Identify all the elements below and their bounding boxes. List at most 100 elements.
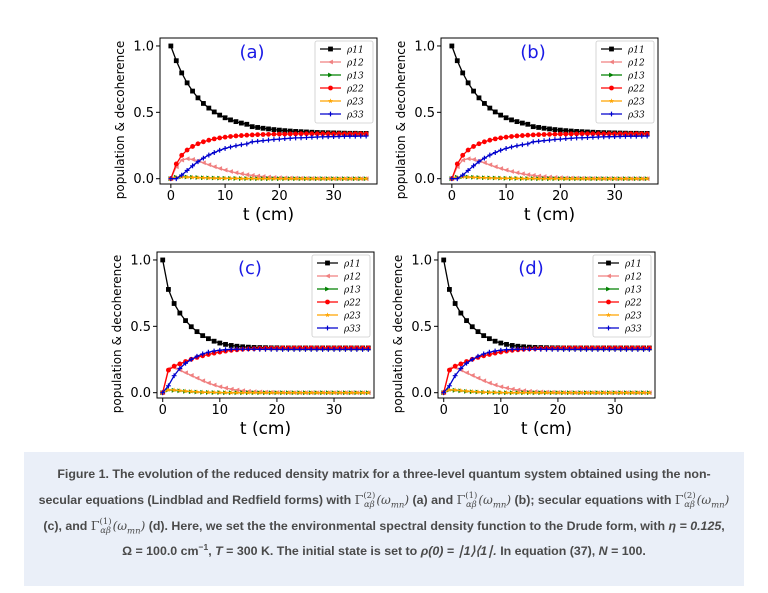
y-axis-label: population & decoherence [113,41,127,199]
data-point [568,176,574,181]
data-point [251,346,257,352]
data-point [303,176,309,181]
data-point [285,390,291,395]
data-point [303,347,308,352]
data-point [171,373,177,379]
data-point [260,138,266,143]
data-point [217,175,223,181]
data-point [228,386,234,392]
data-point [354,347,360,352]
data-point [515,346,521,352]
data-point [249,132,255,138]
data-point [476,95,482,101]
legend-marker [328,59,333,65]
data-point [166,287,171,292]
data-point [266,126,271,132]
data-point [245,346,251,352]
data-point [249,175,255,181]
data-point [568,128,574,134]
data-point [574,135,580,141]
data-point [217,147,223,153]
data-point [287,176,293,181]
data-point [271,137,277,142]
data-point [234,343,240,349]
x-tick-label: 10 [493,403,510,418]
data-point [238,133,244,138]
data-point [266,137,271,143]
data-point [365,347,371,352]
data-point [579,131,585,137]
data-point [525,141,531,147]
data-point [563,136,569,142]
legend-label: ρ22 [346,85,364,95]
data-point [249,172,255,178]
data-point [492,389,498,395]
legend-marker [325,273,330,279]
x-tick-label: 10 [217,189,234,204]
data-point [464,388,470,394]
data-point [471,174,477,180]
x-tick-label: 30 [606,189,623,204]
legend: ρ11 ρ12 ρ13 ρ22 ρ23 ρ33 [314,40,374,124]
data-point [476,174,482,180]
data-point [168,176,174,182]
x-tick-label: 20 [271,189,288,204]
x-tick-label: 10 [212,403,229,418]
data-point [304,131,309,137]
x-tick-label: 30 [607,403,624,418]
data-point [206,152,212,158]
data-point [454,176,460,182]
data-point [646,390,652,395]
data-point [222,146,228,151]
data-point [622,176,628,181]
data-point [166,367,171,373]
data-point [644,133,650,139]
data-point [282,176,288,181]
data-point [452,363,458,369]
y-axis-label: population & decoherence [391,255,405,413]
data-point [228,390,234,395]
data-point [458,387,464,393]
data-point [201,101,206,106]
data-point [601,347,607,352]
data-point [547,131,552,137]
data-point [206,105,212,111]
data-point [217,112,223,118]
gamma-symbol: Γ [354,492,364,507]
data-point [223,347,228,353]
data-point [342,133,347,139]
data-point [487,105,493,111]
y-tick-label: 0.0 [133,172,154,187]
legend-label: ρ12 [624,273,642,283]
data-point [297,390,303,395]
data-point [177,361,183,367]
data-point [574,129,580,134]
series-line-1 [162,366,369,394]
data-point [509,390,515,395]
data-point [482,160,487,166]
data-point [309,176,315,181]
data-point [363,133,369,139]
data-point [519,120,525,126]
legend-label: ρ33 [343,325,361,335]
legend-frame [311,254,371,338]
data-point [530,139,536,145]
figure-label: Figure 1. [57,467,109,481]
data-point [536,138,542,144]
data-point [460,172,466,178]
data-point [195,95,201,101]
data-point [260,125,266,131]
data-point [639,176,645,181]
data-point [262,390,269,395]
data-point [200,351,206,357]
data-point [244,121,250,127]
data-point [536,132,542,138]
data-point [263,346,268,352]
data-point [190,144,195,149]
data-point [447,367,452,373]
legend-label: ρ13 [624,286,642,296]
data-point [530,175,536,181]
data-point [217,135,223,141]
data-point [492,109,498,115]
data-point [606,347,612,352]
